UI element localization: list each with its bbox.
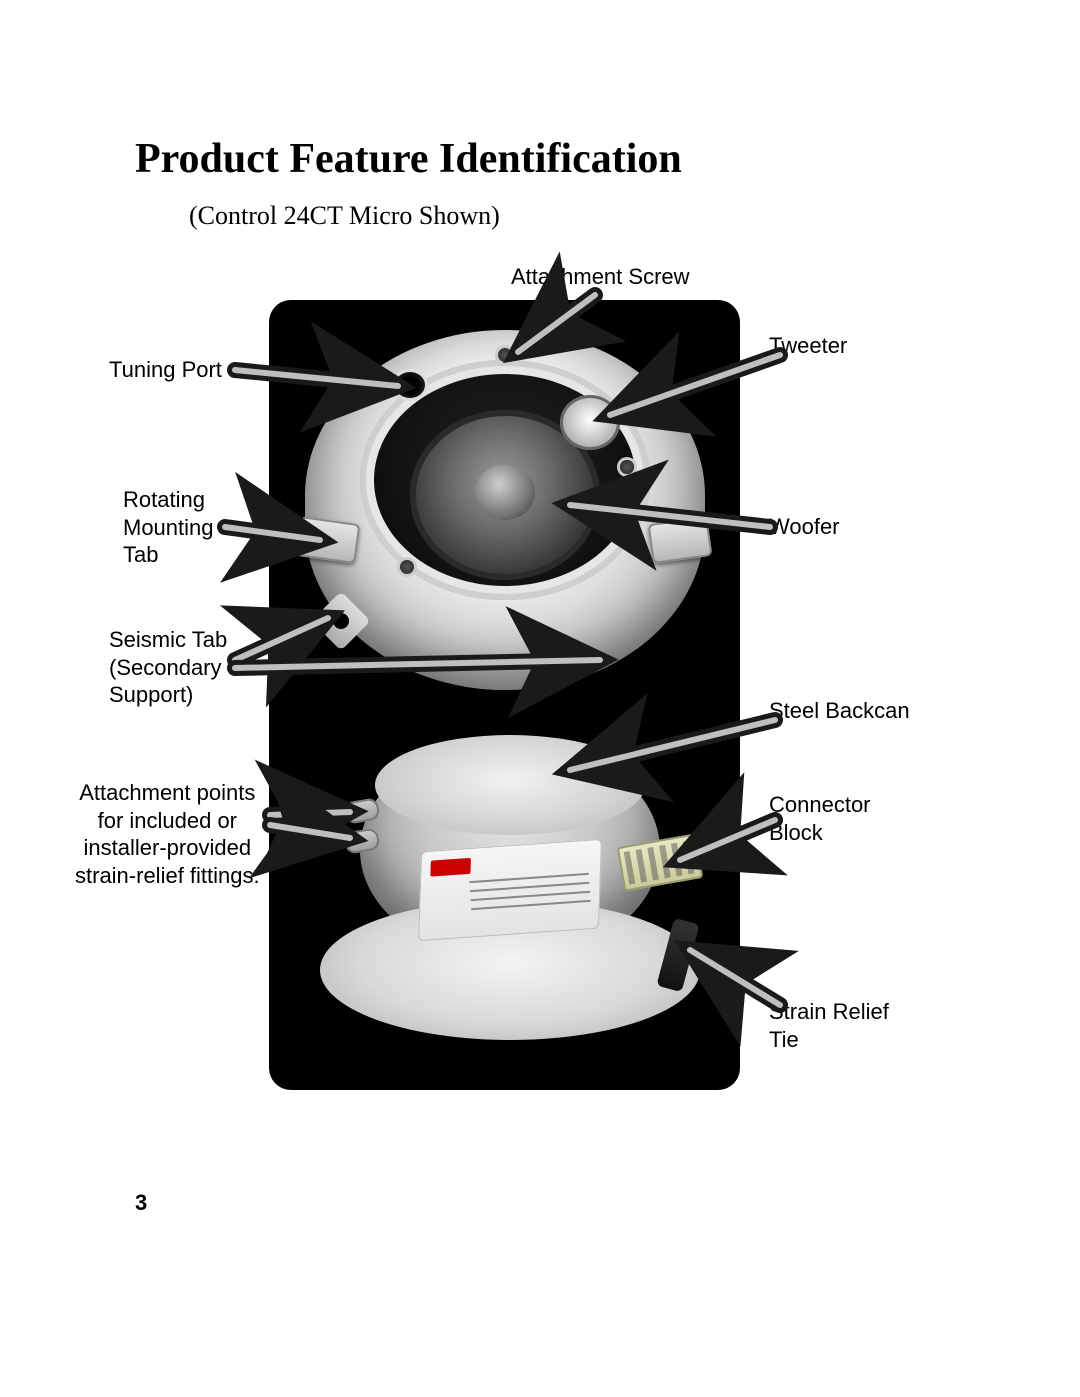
attachment-screw-3: [400, 560, 414, 574]
woofer-dustcap: [475, 465, 535, 520]
label-strain-relief: Strain Relief Tie: [769, 998, 889, 1053]
page-title: Product Feature Identification: [135, 135, 682, 183]
label-tweeter: Tweeter: [769, 332, 847, 360]
label-attachment-points: Attachment points for included or instal…: [75, 779, 260, 889]
seismic-tab-hole: [333, 613, 349, 629]
label-seismic-tab: Seismic Tab (Secondary Support): [109, 626, 227, 709]
rotating-mounting-tab-right: [648, 516, 713, 564]
attachment-screw-1: [498, 348, 512, 362]
label-connector-block: Connector Block: [769, 791, 871, 846]
attachment-screw-2: [620, 460, 634, 474]
label-tuning-port: Tuning Port: [109, 356, 222, 384]
label-woofer: Woofer: [769, 513, 840, 541]
label-steel-backcan: Steel Backcan: [769, 697, 910, 725]
tweeter-dome: [560, 395, 620, 450]
rotating-mounting-tab-left: [296, 516, 361, 564]
backcan-top: [375, 735, 645, 835]
label-attachment-screw: Attachment Screw: [511, 263, 690, 291]
product-label-text: [469, 866, 592, 917]
label-rotating-tab: Rotating Mounting Tab: [123, 486, 214, 569]
page-number: 3: [135, 1190, 147, 1216]
page-subtitle: (Control 24CT Micro Shown): [189, 201, 500, 231]
page: Product Feature Identification (Control …: [0, 0, 1080, 1397]
tuning-port: [395, 372, 425, 398]
